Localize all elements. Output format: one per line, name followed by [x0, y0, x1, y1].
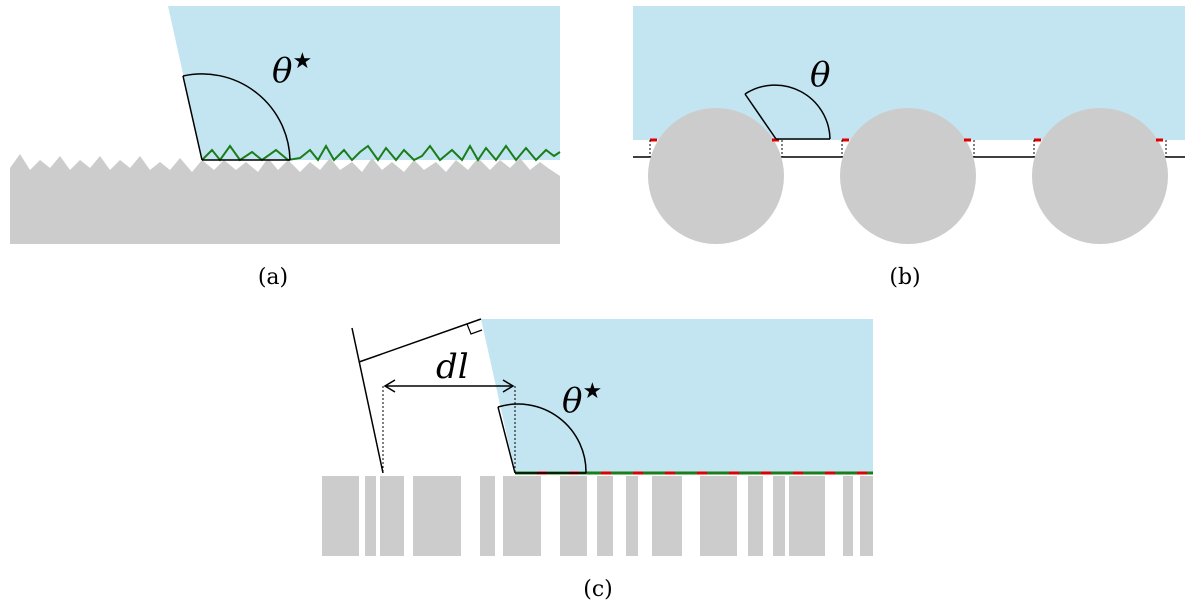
rough-interface-a: [201, 143, 561, 162]
panel-b: θ (b): [633, 6, 1185, 290]
angle-label-a: θ★: [272, 49, 312, 91]
solid-sphere-3: [1032, 108, 1168, 244]
panel-label-b: (b): [889, 265, 920, 290]
panel-c: θ★ dl (c): [322, 318, 873, 602]
panel-a: θ★ (a): [10, 6, 561, 290]
angle-label-b: θ: [810, 55, 830, 95]
angle-arc-a: [182, 73, 291, 161]
rough-solid-a: [10, 154, 560, 244]
panel-label-c: (c): [583, 577, 613, 602]
panel-label-a: (a): [258, 265, 288, 290]
liquid-drop-a: [168, 6, 560, 160]
angle-label-c: θ★: [562, 379, 602, 421]
solid-sphere-2: [840, 108, 976, 244]
solid-sphere-1: [648, 108, 784, 244]
liquid-drop-c: [481, 319, 873, 472]
angle-arc-b: [744, 84, 831, 140]
angle-arc-c: [497, 403, 587, 474]
striped-solid-c: [322, 476, 873, 556]
distance-label-dl: dl: [436, 347, 469, 387]
